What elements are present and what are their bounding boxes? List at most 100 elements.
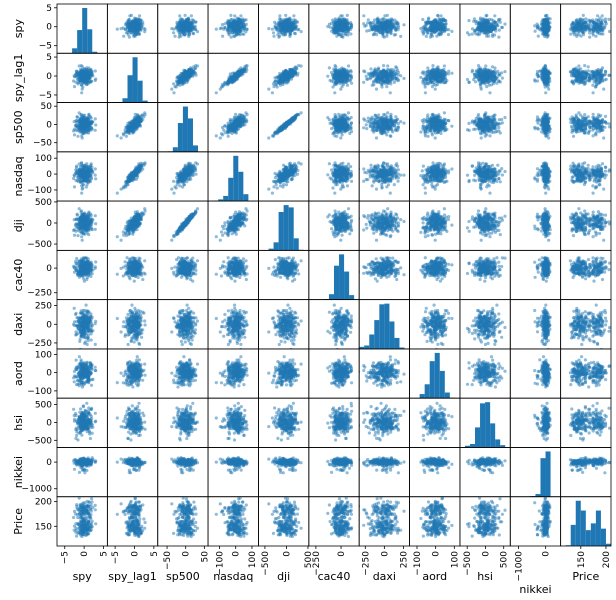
scatter-point — [548, 71, 552, 76]
scatter-point — [573, 33, 577, 37]
scatter-point — [236, 21, 240, 25]
scatter-point — [465, 77, 470, 82]
cell-spy_lag1-vs-sp500 — [157, 52, 209, 103]
scatter-point — [543, 71, 547, 75]
scatter-point — [385, 29, 389, 33]
scatter-point — [221, 34, 225, 38]
scatter-point — [191, 31, 195, 35]
scatter-point — [392, 80, 396, 84]
scatter-point — [535, 22, 539, 26]
scatter-point — [484, 75, 488, 79]
scatter-point — [329, 21, 334, 26]
scatter-point — [386, 25, 390, 29]
scatter-point — [376, 30, 380, 34]
scatter-point — [140, 24, 144, 28]
scatter-point — [189, 20, 193, 24]
scatter-point — [569, 32, 573, 36]
scatter-point — [470, 27, 475, 31]
scatter-point — [381, 34, 385, 38]
scatter-point — [349, 23, 353, 27]
scatter-point — [288, 17, 292, 21]
scatter-point — [544, 91, 548, 95]
scatter-point — [378, 25, 382, 29]
scatter-point — [402, 23, 406, 27]
scatter-point — [284, 21, 288, 25]
scatter-point — [497, 79, 501, 83]
scatter-point — [434, 18, 438, 22]
scatter-point — [232, 27, 236, 31]
scatter-point — [178, 14, 182, 18]
scatter-point — [366, 72, 370, 76]
scatter-point — [395, 76, 399, 80]
scatter-point — [381, 81, 385, 85]
scatter-point — [485, 85, 489, 89]
scatter-point — [349, 27, 353, 31]
scatter-point — [89, 79, 93, 83]
scatter-point — [433, 71, 437, 75]
scatter-point — [339, 87, 343, 91]
scatter-point — [431, 24, 435, 28]
histogram-bar — [82, 8, 88, 54]
scatter-point — [385, 34, 389, 38]
scatter-point — [488, 91, 492, 95]
scatter-point — [278, 17, 282, 21]
scatter-point — [444, 25, 448, 29]
scatter-point — [540, 77, 544, 81]
scatter-point — [79, 79, 83, 83]
scatter-point — [395, 20, 399, 24]
scatter-point — [271, 82, 276, 86]
scatter-point — [435, 80, 439, 84]
scatter-point — [472, 72, 476, 77]
scatter-point — [177, 20, 182, 24]
scatter-point — [292, 18, 296, 22]
scatter-point — [119, 27, 123, 31]
scatter-point — [543, 67, 547, 71]
scatter-point — [335, 75, 339, 79]
cell-spy_lag1-vs-dji — [258, 52, 310, 103]
scatter-point — [545, 13, 549, 17]
scatter-point — [441, 75, 445, 79]
scatter-point — [441, 72, 445, 77]
scatter-point — [441, 19, 445, 23]
scatter-point — [179, 28, 183, 32]
cell-spy-vs-nikkei — [509, 3, 562, 54]
scatter-point — [333, 91, 337, 95]
scatter-point — [326, 24, 330, 29]
scatter-point — [364, 74, 368, 78]
scatter-point — [334, 29, 339, 33]
scatter-point — [83, 67, 87, 71]
scatter-point — [127, 35, 131, 39]
scatter-point — [334, 26, 338, 30]
scatter-point — [229, 18, 233, 22]
scatter-point — [183, 13, 187, 17]
scatter-point — [385, 85, 389, 89]
scatter-point — [343, 18, 347, 22]
scatter-point — [286, 30, 290, 34]
scatter-point — [327, 66, 331, 70]
scatter-point — [495, 75, 499, 79]
scatter-point — [482, 24, 487, 28]
scatter-point — [299, 64, 303, 68]
scatter-point — [129, 13, 133, 17]
scatter-point — [540, 29, 544, 33]
scatter-point — [543, 28, 547, 32]
scatter-point — [589, 27, 593, 31]
scatter-point — [237, 71, 241, 75]
scatter-point — [575, 34, 579, 39]
scatter-point — [396, 73, 400, 77]
scatter-point — [435, 34, 439, 38]
scatter-point — [486, 26, 490, 30]
scatter-point — [479, 67, 483, 72]
scatter-point — [570, 22, 574, 26]
scatter-point — [84, 73, 88, 77]
scatter-point — [381, 17, 385, 21]
scatter-point — [289, 77, 294, 81]
scatter-point — [375, 70, 379, 74]
scatter-point — [129, 25, 133, 29]
scatter-point — [594, 27, 598, 31]
scatter-point — [574, 28, 579, 32]
scatter-point — [588, 31, 592, 35]
scatter-point — [500, 25, 504, 29]
scatter-point — [279, 29, 283, 33]
scatter-point — [214, 91, 218, 95]
